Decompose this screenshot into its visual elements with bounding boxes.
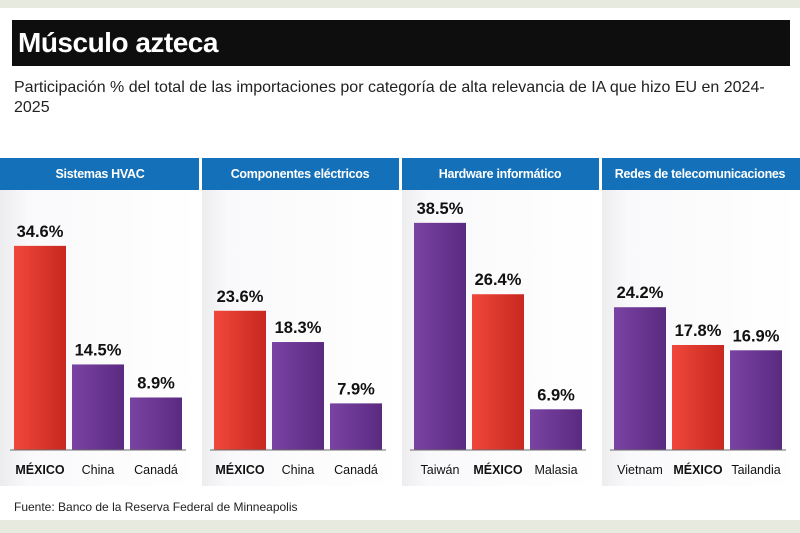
- panel-divider: [199, 158, 202, 486]
- bar: [530, 409, 582, 450]
- bar-chart-svg: 24.2% Vietnam 17.8% MÉXICO 16.9% Tailandia: [610, 284, 786, 477]
- category-label: MÉXICO: [473, 462, 523, 477]
- category-label: MÉXICO: [673, 462, 723, 477]
- bar-value-label: 18.3%: [275, 319, 322, 337]
- infographic-card: Músculo azteca Participación % del total…: [0, 8, 800, 520]
- bar: [72, 364, 124, 450]
- bar-value-label: 8.9%: [137, 374, 175, 392]
- chart-panel-2: Componentes eléctricos 23.6% MÉXICO 18.3% Ch…: [200, 158, 400, 486]
- chart-panel-1: Sistemas HVAC 34.6% MÉXICO 14.5% China 8.9% Ca…: [0, 158, 200, 486]
- panel-divider: [399, 158, 402, 486]
- bar-value-label: 7.9%: [337, 380, 375, 398]
- bar: [672, 344, 724, 450]
- panel-title: Hardware informático: [400, 158, 600, 190]
- category-label: MÉXICO: [15, 462, 65, 477]
- bar: [730, 350, 782, 450]
- bar-chart-svg: 38.5% Taiwán 26.4% MÉXICO 6.9% Malasia: [410, 200, 586, 477]
- bar-value-label: 23.6%: [217, 288, 264, 306]
- bar-chart-svg: 34.6% MÉXICO 14.5% China 8.9% Canadá: [10, 223, 186, 477]
- bar-value-label: 6.9%: [537, 386, 575, 404]
- bar-value-label: 24.2%: [617, 284, 664, 302]
- category-label: China: [82, 463, 115, 477]
- bar: [330, 403, 382, 450]
- category-label: Vietnam: [617, 463, 663, 477]
- bar-value-label: 16.9%: [733, 327, 780, 345]
- category-label: MÉXICO: [215, 462, 265, 477]
- chart-panels: Sistemas HVAC 34.6% MÉXICO 14.5% China 8.9% Ca…: [0, 158, 800, 486]
- bar-value-label: 26.4%: [475, 271, 522, 289]
- category-label: Taiwán: [421, 463, 460, 477]
- source-note: Fuente: Banco de la Reserva Federal de M…: [14, 500, 298, 514]
- bar-chart-svg: 23.6% MÉXICO 18.3% China 7.9% Canadá: [210, 288, 386, 477]
- category-label: Tailandia: [731, 463, 780, 477]
- bar: [472, 294, 524, 450]
- panel-title: Componentes eléctricos: [200, 158, 400, 190]
- category-label: Canadá: [134, 463, 178, 477]
- panel-title: Sistemas HVAC: [0, 158, 200, 190]
- bar: [272, 342, 324, 450]
- bar-value-label: 34.6%: [17, 223, 64, 241]
- bar: [214, 310, 266, 450]
- panel-divider: [599, 158, 602, 486]
- chart-panel-3: Hardware informático 38.5% Taiwán 26.4% MÉXI…: [400, 158, 600, 486]
- category-label: Malasia: [534, 463, 577, 477]
- chart-title: Músculo azteca: [12, 20, 790, 66]
- bar: [414, 222, 466, 450]
- category-label: China: [282, 463, 315, 477]
- bar: [614, 307, 666, 450]
- chart-panel-4: Redes de telecomunicaciones 24.2% Vietnam 1…: [600, 158, 800, 486]
- bar: [130, 397, 182, 450]
- bar-value-label: 17.8%: [675, 322, 722, 340]
- bar: [14, 245, 66, 450]
- category-label: Canadá: [334, 463, 378, 477]
- chart-subtitle: Participación % del total de las importa…: [14, 79, 765, 116]
- panel-title: Redes de telecomunicaciones: [600, 158, 800, 190]
- bar-value-label: 38.5%: [417, 200, 464, 218]
- bar-value-label: 14.5%: [75, 341, 122, 359]
